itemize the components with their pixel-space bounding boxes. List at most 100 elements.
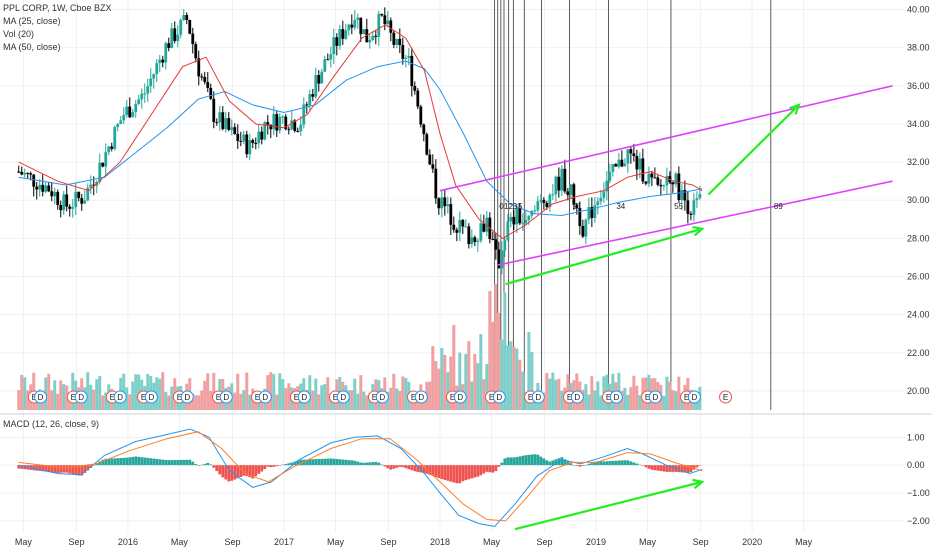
macd-hist-bar — [479, 465, 483, 476]
macd-hist-bar — [440, 465, 444, 480]
volume-bar — [191, 393, 195, 410]
macd-hist-bar — [251, 465, 255, 479]
candle-body — [29, 173, 33, 175]
macd-hist-bar — [545, 460, 549, 466]
macd-hist-bar — [506, 457, 510, 466]
volume-bar — [236, 373, 240, 410]
candle-body — [371, 35, 375, 41]
candle-body — [245, 134, 249, 155]
macd-hist-bar — [86, 465, 90, 471]
candle-body — [158, 59, 162, 64]
earnings-marker-label: E — [71, 393, 76, 402]
earnings-marker-label: E — [141, 393, 146, 402]
volume-bar — [506, 345, 510, 410]
earnings-marker-label: E — [528, 393, 533, 402]
macd-hist-bar — [314, 459, 318, 466]
earnings-marker-label: E — [216, 393, 221, 402]
macd-hist-bar — [149, 458, 153, 466]
channel-line — [439, 85, 893, 192]
macd-hist-bar — [497, 465, 501, 467]
candle-body — [632, 153, 636, 156]
candle-body — [239, 140, 243, 142]
candle-body — [182, 15, 186, 21]
candle-body — [605, 180, 609, 192]
volume-bar — [206, 373, 210, 410]
volume-bar — [242, 390, 246, 410]
candle-body — [110, 146, 114, 149]
candle-body — [515, 207, 519, 225]
candle-body — [674, 173, 678, 185]
earnings-marker — [719, 390, 733, 404]
earnings-marker — [74, 390, 88, 404]
macd-hist-bar — [350, 460, 354, 466]
candle-body — [104, 152, 108, 167]
volume-bar — [269, 372, 273, 410]
candle-body — [539, 199, 543, 202]
macd-hist-bar — [512, 457, 516, 466]
candle-body — [584, 219, 588, 237]
macd-hist-bar — [236, 465, 240, 479]
macd-hist-bar — [122, 457, 126, 466]
macd-hist-bar — [380, 464, 384, 466]
arrow-head — [789, 103, 801, 115]
macd-hist-bar — [224, 465, 228, 480]
macd-hist-bar — [338, 459, 342, 466]
volume-bar — [239, 393, 243, 410]
macd-hist-bar — [575, 465, 579, 466]
volume-bar — [53, 380, 57, 410]
volume-bar — [86, 372, 90, 410]
volume-bar — [446, 372, 450, 410]
macd-hist-bar — [50, 465, 54, 473]
volume-bar — [170, 386, 174, 410]
arrow-head — [692, 478, 705, 490]
volume-bar — [287, 383, 291, 410]
candle-body — [50, 191, 54, 197]
candle-body — [185, 15, 189, 20]
volume-bar — [464, 353, 468, 410]
candle-body — [314, 74, 318, 97]
macd-label: MACD (12, 26, close, 9) — [3, 419, 100, 429]
macd-hist-bar — [305, 459, 309, 466]
candle-body — [416, 90, 420, 107]
macd-hist-bar — [503, 458, 507, 466]
candle-body — [326, 59, 330, 61]
candle-body — [215, 122, 219, 124]
volume-bar — [584, 384, 588, 410]
volume-bar — [359, 375, 363, 410]
volume-bar — [668, 381, 672, 410]
macd-hist-bar — [167, 460, 171, 466]
macd-hist-bar — [692, 465, 696, 470]
candle-body — [260, 131, 264, 140]
volume-bar — [203, 380, 207, 410]
macd-hist-bar — [638, 464, 642, 466]
candle-body — [359, 17, 363, 35]
candle-body — [686, 200, 690, 214]
candle-body — [386, 20, 390, 25]
time-tick-label: May — [639, 537, 657, 547]
macd-hist-bar — [47, 465, 51, 472]
earnings-marker-label: E — [110, 393, 115, 402]
volume-bar — [200, 390, 204, 410]
candle-body — [656, 177, 660, 185]
macd-hist-bar — [155, 458, 159, 466]
candle-body — [98, 162, 102, 182]
macd-hist-bar — [617, 460, 621, 466]
macd-hist-bar — [107, 458, 111, 466]
earnings-marker-label: D — [117, 393, 123, 402]
candle-body — [593, 205, 597, 218]
volume-bar — [389, 387, 393, 410]
macd-hist-bar — [626, 460, 630, 466]
candle-body — [59, 205, 63, 211]
candle-body — [44, 185, 48, 192]
volume-bar — [497, 312, 501, 410]
candle-body — [398, 38, 402, 46]
time-tick-label: 2017 — [274, 537, 294, 547]
candle-body — [284, 116, 288, 130]
candle-body — [137, 99, 141, 104]
volume-bar — [530, 351, 534, 410]
volume-bar — [50, 390, 54, 410]
earnings-marker — [219, 390, 233, 404]
time-tick-label: Sep — [693, 537, 709, 547]
time-tick-label: Sep — [68, 537, 84, 547]
volume-bar — [635, 385, 639, 410]
